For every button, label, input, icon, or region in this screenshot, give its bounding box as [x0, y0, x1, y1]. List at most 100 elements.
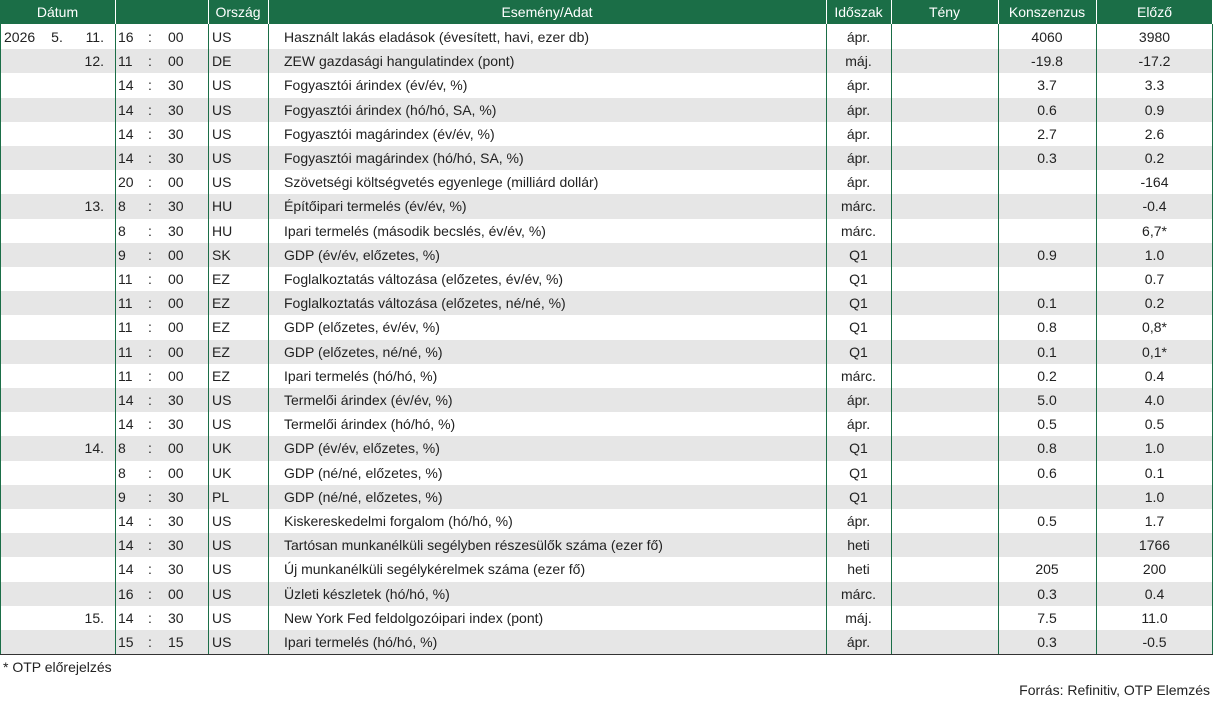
cell-minute: 00 [168, 367, 184, 384]
cell-previous: 3980 [1138, 29, 1171, 45]
cell-period: márc. [841, 367, 876, 384]
cell-period: ápr. [846, 29, 871, 45]
cell-previous: 0.7 [1144, 271, 1165, 287]
cell-country: US [212, 174, 232, 191]
header-actual: Tény [928, 4, 961, 20]
cell-event: Üzleti készletek (hó/hó, %) [284, 585, 450, 602]
cell-previous: 200 [1142, 561, 1167, 578]
header-consensus: Konszenzus [1008, 4, 1086, 20]
cell-period: ápr. [846, 125, 871, 142]
cell-event: Építőipari termelés (év/év, %) [284, 198, 467, 215]
cell-consensus: 0.3 [1037, 634, 1057, 650]
header-separator [998, 0, 999, 24]
cell-country: US [212, 561, 232, 578]
cell-minute: 30 [168, 101, 184, 118]
cell-event: Használt lakás eladások (évesített, havi… [284, 29, 590, 45]
cell-event: Szövetségi költségvetés egyenlege (milli… [284, 174, 599, 191]
cell-previous: 6,7* [1142, 222, 1167, 239]
cell-minute: 30 [168, 416, 184, 433]
cell-consensus: 0.6 [1037, 464, 1057, 481]
cell-period: márc. [841, 198, 876, 215]
row-shade [0, 291, 1213, 316]
header-separator [1212, 0, 1213, 24]
cell-event: Fogyasztói magárindex (év/év, %) [284, 125, 495, 142]
row-shade [0, 388, 1213, 413]
cell-colon: : [148, 150, 152, 166]
cell-minute: 00 [168, 246, 184, 263]
cell-event: Foglalkoztatás változása (előzetes, év/é… [284, 271, 564, 287]
column-border [268, 0, 269, 654]
cell-period: Q1 [849, 271, 868, 287]
cell-minute: 00 [168, 319, 184, 336]
column-border [0, 24, 1, 654]
cell-consensus: 0.9 [1037, 246, 1057, 263]
cell-period: máj. [845, 609, 872, 626]
cell-previous: 2.6 [1144, 125, 1165, 142]
cell-consensus: 3.7 [1037, 77, 1057, 94]
cell-period: Q1 [849, 319, 868, 336]
header-date: Dátum [36, 4, 79, 20]
cell-previous: 0.4 [1144, 585, 1165, 602]
cell-minute: 00 [168, 343, 184, 360]
cell-previous: 0.1 [1144, 464, 1165, 481]
cell-event: GDP (év/év, előzetes, %) [284, 246, 440, 263]
header-bar [0, 0, 1213, 24]
cell-day: 15. [84, 609, 104, 626]
cell-country: UK [212, 464, 232, 481]
cell-event: Termelői árindex (hó/hó, %) [284, 416, 456, 433]
cell-colon: : [148, 319, 152, 336]
cell-minute: 30 [168, 125, 184, 142]
cell-previous: 4.0 [1144, 392, 1165, 408]
header-period: Időszak [834, 4, 883, 20]
cell-colon: : [148, 295, 152, 312]
cell-consensus: 0.5 [1037, 416, 1057, 433]
cell-day: 13. [84, 198, 104, 215]
cell-period: Q1 [849, 488, 868, 505]
cell-colon: : [148, 464, 152, 481]
cell-event: Fogyasztói magárindex (hó/hó, SA, %) [284, 150, 524, 166]
cell-event: Ipari termelés (hó/hó, %) [284, 367, 438, 384]
cell-country: US [212, 585, 232, 602]
header-separator [268, 0, 269, 24]
cell-consensus: -19.8 [1031, 53, 1063, 70]
row-shade [0, 242, 1213, 267]
bottom-border [0, 654, 1213, 655]
cell-consensus: 205 [1035, 561, 1059, 578]
cell-minute: 00 [168, 29, 184, 45]
cell-country: US [212, 537, 232, 554]
cell-consensus: 0.1 [1037, 295, 1057, 312]
cell-minute: 30 [168, 392, 184, 408]
cell-event: Tartósan munkanélküli segélyben részesül… [284, 537, 663, 554]
cell-event: Ipari termelés (második becslés, év/év, … [284, 222, 546, 239]
cell-previous: -0.5 [1142, 634, 1167, 650]
row-shade [0, 339, 1213, 364]
cell-hour: 8 [118, 440, 126, 457]
cell-event: GDP (előzetes, né/né, %) [284, 343, 443, 360]
cell-hour: 11 [118, 319, 133, 336]
cell-minute: 30 [168, 222, 184, 239]
cell-country: US [212, 29, 232, 45]
cell-minute: 00 [168, 585, 184, 602]
cell-period: ápr. [846, 150, 871, 166]
cell-hour: 16 [118, 29, 134, 45]
cell-country: PL [212, 488, 230, 505]
cell-previous: 0,1* [1142, 343, 1167, 360]
column-border [891, 0, 892, 654]
cell-period: heti [847, 561, 870, 578]
cell-colon: : [148, 174, 152, 191]
cell-hour: 8 [118, 198, 126, 215]
cell-country: EZ [212, 367, 230, 384]
cell-consensus: 0.3 [1037, 585, 1057, 602]
cell-country: EZ [212, 271, 230, 287]
cell-event: Új munkanélküli segélykérelmek száma (ez… [284, 561, 586, 578]
cell-day: 12. [84, 53, 104, 70]
cell-minute: 00 [168, 174, 184, 191]
cell-hour: 11 [118, 367, 133, 384]
cell-hour: 11 [118, 271, 133, 287]
cell-consensus: 0.8 [1037, 319, 1057, 336]
cell-consensus: 0.2 [1037, 367, 1057, 384]
cell-minute: 30 [168, 513, 184, 529]
cell-country: HU [212, 198, 233, 215]
cell-colon: : [148, 101, 152, 118]
cell-colon: : [148, 77, 152, 94]
